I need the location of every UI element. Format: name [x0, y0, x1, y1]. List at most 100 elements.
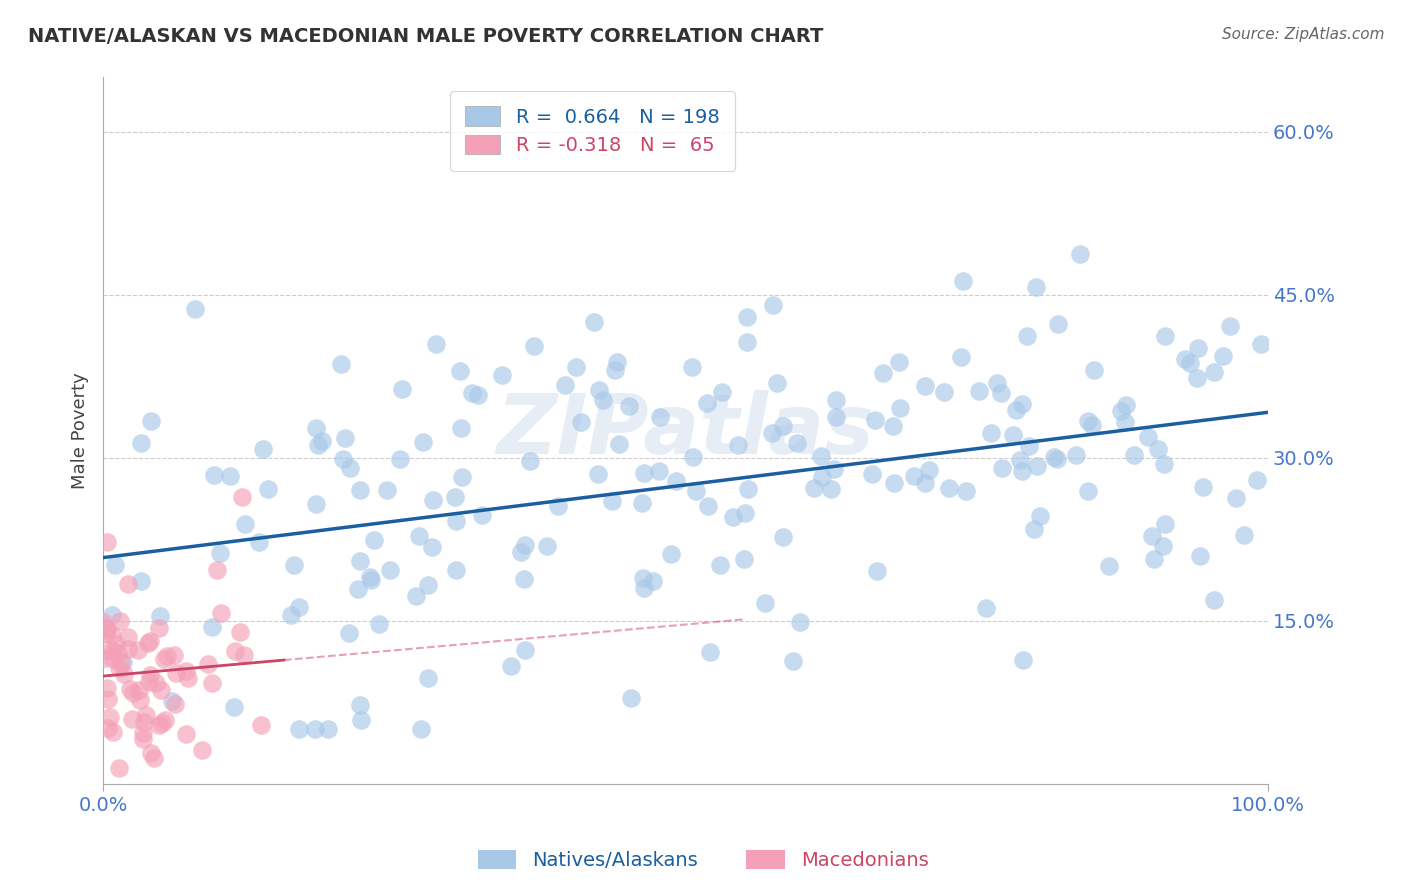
Point [101, 724, 124, 739]
Point [565, 360, 588, 375]
Point [332, 452, 354, 467]
Point [685, 484, 707, 499]
Point [648, 463, 671, 477]
Point [155, 649, 177, 664]
Point [202, 468, 225, 483]
Y-axis label: Male Poverty: Male Poverty [72, 372, 89, 489]
Point [1064, 448, 1087, 462]
Point [128, 682, 150, 697]
Point [350, 713, 373, 727]
Point [631, 496, 654, 510]
Point [860, 467, 883, 481]
Point [1005, 402, 1028, 417]
Point [772, 530, 794, 544]
Point [408, 529, 430, 543]
Point [914, 379, 936, 393]
Point [1153, 457, 1175, 471]
Point [218, 469, 240, 483]
Point [617, 399, 640, 413]
Point [139, 746, 162, 760]
Point [721, 509, 744, 524]
Point [209, 606, 232, 620]
Point [152, 652, 174, 666]
Point [872, 366, 894, 380]
Point [349, 554, 371, 568]
Point [174, 727, 197, 741]
Point [252, 442, 274, 456]
Point [93, 615, 115, 629]
Point [1012, 653, 1035, 667]
Point [1204, 593, 1226, 607]
Point [665, 474, 688, 488]
Point [163, 697, 186, 711]
Point [176, 664, 198, 678]
Point [659, 547, 682, 561]
Point [810, 449, 832, 463]
Point [536, 539, 558, 553]
Point [1140, 529, 1163, 543]
Point [1114, 415, 1136, 429]
Point [107, 646, 129, 660]
Point [139, 634, 162, 648]
Point [825, 392, 848, 407]
Point [1174, 351, 1197, 366]
Point [337, 626, 360, 640]
Point [824, 410, 846, 425]
Point [117, 577, 139, 591]
Point [866, 564, 889, 578]
Point [1026, 459, 1049, 474]
Point [499, 659, 522, 673]
Point [135, 708, 157, 723]
Point [96, 621, 118, 635]
Point [1098, 559, 1121, 574]
Point [94, 626, 117, 640]
Point [305, 421, 328, 435]
Point [333, 431, 356, 445]
Point [249, 717, 271, 731]
Point [986, 376, 1008, 390]
Point [903, 468, 925, 483]
Point [1202, 365, 1225, 379]
Point [1146, 442, 1168, 456]
Point [1225, 491, 1247, 505]
Point [359, 570, 381, 584]
Point [208, 546, 231, 560]
Point [583, 315, 606, 329]
Point [1123, 448, 1146, 462]
Point [1011, 464, 1033, 478]
Point [820, 483, 842, 497]
Point [1188, 549, 1211, 563]
Point [162, 693, 184, 707]
Point [305, 497, 328, 511]
Point [145, 675, 167, 690]
Point [330, 357, 353, 371]
Point [950, 350, 973, 364]
Point [952, 274, 974, 288]
Point [96, 535, 118, 549]
Point [149, 609, 172, 624]
Point [449, 364, 471, 378]
Point [882, 419, 904, 434]
Point [307, 437, 329, 451]
Point [117, 642, 139, 657]
Point [1233, 528, 1256, 542]
Point [631, 571, 654, 585]
Point [863, 412, 886, 426]
Point [586, 467, 609, 482]
Point [1018, 439, 1040, 453]
Point [120, 681, 142, 696]
Point [98, 710, 121, 724]
Point [96, 681, 118, 696]
Point [682, 450, 704, 464]
Point [138, 675, 160, 690]
Point [103, 643, 125, 657]
Point [883, 475, 905, 490]
Point [633, 582, 655, 596]
Point [129, 574, 152, 589]
Point [1008, 453, 1031, 467]
Point [111, 655, 134, 669]
Point [288, 723, 311, 737]
Text: Source: ZipAtlas.com: Source: ZipAtlas.com [1222, 27, 1385, 42]
Point [967, 384, 990, 398]
Point [569, 415, 592, 429]
